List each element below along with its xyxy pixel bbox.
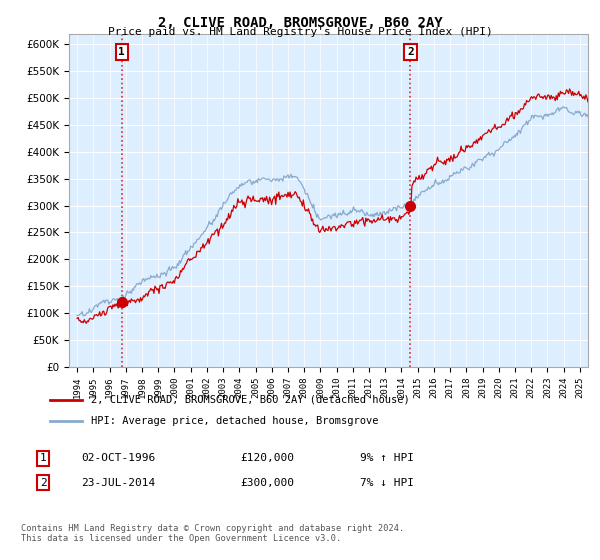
Text: 7% ↓ HPI: 7% ↓ HPI [360,478,414,488]
Text: Contains HM Land Registry data © Crown copyright and database right 2024.
This d: Contains HM Land Registry data © Crown c… [21,524,404,543]
Text: 2, CLIVE ROAD, BROMSGROVE, B60 2AY: 2, CLIVE ROAD, BROMSGROVE, B60 2AY [158,16,442,30]
Text: 1: 1 [40,453,47,463]
Text: 02-OCT-1996: 02-OCT-1996 [81,453,155,463]
Text: 2: 2 [40,478,47,488]
Text: 2: 2 [407,47,414,57]
Text: 9% ↑ HPI: 9% ↑ HPI [360,453,414,463]
Text: 2, CLIVE ROAD, BROMSGROVE, B60 2AY (detached house): 2, CLIVE ROAD, BROMSGROVE, B60 2AY (deta… [91,395,410,405]
Text: HPI: Average price, detached house, Bromsgrove: HPI: Average price, detached house, Brom… [91,416,379,426]
Text: £120,000: £120,000 [240,453,294,463]
Text: Price paid vs. HM Land Registry's House Price Index (HPI): Price paid vs. HM Land Registry's House … [107,27,493,37]
Text: £300,000: £300,000 [240,478,294,488]
Text: 1: 1 [118,47,125,57]
Text: 23-JUL-2014: 23-JUL-2014 [81,478,155,488]
